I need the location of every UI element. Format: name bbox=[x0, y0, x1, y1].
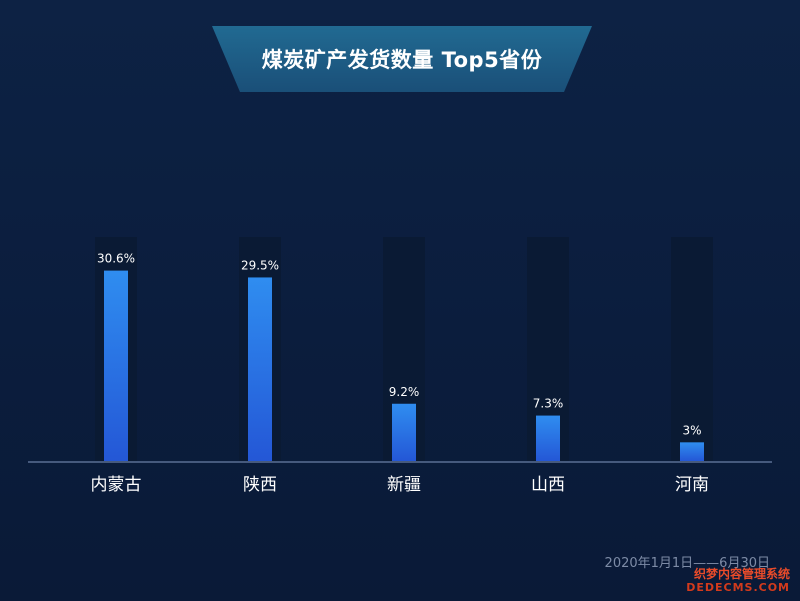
bar bbox=[680, 442, 704, 461]
data-label: 7.3% bbox=[533, 397, 564, 411]
watermark: 织梦内容管理系统 DEDECMS.COM bbox=[686, 567, 790, 595]
bar bbox=[248, 277, 272, 461]
watermark-line1: 织梦内容管理系统 bbox=[693, 567, 790, 581]
x-tick-label: 新疆 bbox=[387, 475, 421, 495]
x-tick-label: 内蒙古 bbox=[91, 475, 142, 495]
data-label: 9.2% bbox=[389, 385, 420, 399]
x-tick-label: 陕西 bbox=[243, 475, 277, 495]
data-label: 30.6% bbox=[97, 252, 135, 266]
data-label: 29.5% bbox=[241, 258, 279, 272]
chart-title-banner: 煤炭矿产发货数量 Top5省份 bbox=[212, 24, 592, 94]
bar bbox=[392, 403, 416, 461]
bar bbox=[104, 270, 128, 461]
title-banner-shape bbox=[212, 26, 592, 92]
date-range-label: 2020年1月1日——6月30日 bbox=[605, 556, 770, 571]
x-tick-label: 河南 bbox=[675, 475, 709, 495]
x-tick-label: 山西 bbox=[531, 475, 565, 495]
watermark-line2: DEDECMS.COM bbox=[686, 581, 790, 594]
bar bbox=[536, 415, 560, 461]
data-label: 3% bbox=[682, 423, 701, 437]
chart-title: 煤炭矿产发货数量 Top5省份 bbox=[261, 48, 543, 72]
bar-track bbox=[671, 237, 713, 461]
